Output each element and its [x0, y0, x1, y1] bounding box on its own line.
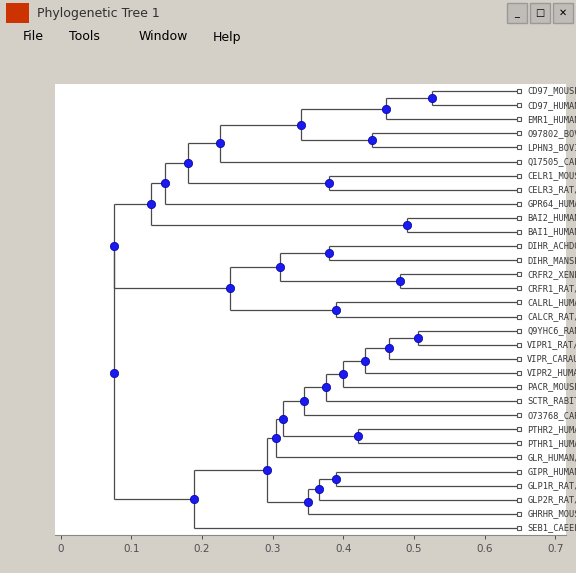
Text: PACR_MOUSE/150-435: PACR_MOUSE/150-435	[527, 383, 576, 391]
Text: GPR64_HUMAN/625-886: GPR64_HUMAN/625-886	[527, 199, 576, 209]
Text: O73768_CARAU/133-390: O73768_CARAU/133-390	[527, 411, 576, 419]
Text: Q9YHC6_RANRI/126-382: Q9YHC6_RANRI/126-382	[527, 326, 576, 335]
Text: BAI2_HUMAN/917-1197: BAI2_HUMAN/917-1197	[527, 213, 576, 222]
Text: CALCR_RAT/145-435: CALCR_RAT/145-435	[527, 312, 576, 321]
Text: Help: Help	[213, 30, 241, 44]
Text: PTHR2_HUMAN/141-420: PTHR2_HUMAN/141-420	[527, 425, 576, 434]
Text: □: □	[535, 8, 544, 18]
Bar	[553, 3, 573, 23]
Text: SCTR_RABIT/135-391: SCTR_RABIT/135-391	[527, 397, 576, 406]
Text: PTHR1_HUMAN/184-466: PTHR1_HUMAN/184-466	[527, 439, 576, 448]
Text: VIPR_CARAU/100-359: VIPR_CARAU/100-359	[527, 354, 576, 363]
Text: CELR3_RAT/2534-2777: CELR3_RAT/2534-2777	[527, 185, 576, 194]
Text: GLP2R_RAT/175-443: GLP2R_RAT/175-443	[527, 495, 576, 504]
Text: Phylogenetic Tree 1: Phylogenetic Tree 1	[37, 6, 160, 19]
Text: SEB1_CAEEL/164-436: SEB1_CAEEL/164-436	[527, 524, 576, 532]
Text: Q17505_CAEEL/548-799: Q17505_CAEEL/548-799	[527, 157, 576, 166]
Text: CALRL_HUMAN/138-391: CALRL_HUMAN/138-391	[527, 298, 576, 307]
Text: VIPR1_RAT/140-397: VIPR1_RAT/140-397	[527, 340, 576, 349]
Text: GLP1R_RAT/141-409: GLP1R_RAT/141-409	[527, 481, 576, 490]
Text: ✕: ✕	[559, 8, 567, 18]
Text: Tools: Tools	[69, 30, 100, 44]
Text: O97802_BOVIN/769-1016: O97802_BOVIN/769-1016	[527, 129, 576, 138]
Text: GIPR_HUMAN/134-399: GIPR_HUMAN/134-399	[527, 467, 576, 476]
Bar	[530, 3, 550, 23]
Text: GLR_HUMAN/138-407: GLR_HUMAN/138-407	[527, 453, 576, 462]
Bar	[507, 3, 527, 23]
Text: EMR1_HUMAN/599-851: EMR1_HUMAN/599-851	[527, 115, 576, 124]
Text: BAI1_HUMAN/944-1191: BAI1_HUMAN/944-1191	[527, 227, 576, 237]
Text: Window: Window	[138, 30, 188, 44]
Text: DIHR_MANSE/83-351: DIHR_MANSE/83-351	[527, 256, 576, 265]
Bar	[6, 3, 29, 23]
Text: CD97_MOUSE/526-777: CD97_MOUSE/526-777	[527, 87, 576, 96]
Text: DIHR_ACHDO/130-393: DIHR_ACHDO/130-393	[527, 242, 576, 250]
Text: File: File	[23, 30, 44, 44]
Text: VIPR2_HUMAN/123-382: VIPR2_HUMAN/123-382	[527, 368, 576, 378]
Text: CRFR1_RAT/116-370: CRFR1_RAT/116-370	[527, 284, 576, 293]
Text: CRFR2_XENLA/115-368: CRFR2_XENLA/115-368	[527, 270, 576, 279]
Text: CD97_HUMAN/544-793: CD97_HUMAN/544-793	[527, 101, 576, 109]
Text: GHRHR_MOUSE/126-383: GHRHR_MOUSE/126-383	[527, 509, 576, 519]
Text: CELR1_MOUSE/2480-2723: CELR1_MOUSE/2480-2723	[527, 171, 576, 180]
Text: LPHN3_BOVIN/942-1198: LPHN3_BOVIN/942-1198	[527, 143, 576, 152]
Text: _: _	[514, 8, 519, 18]
